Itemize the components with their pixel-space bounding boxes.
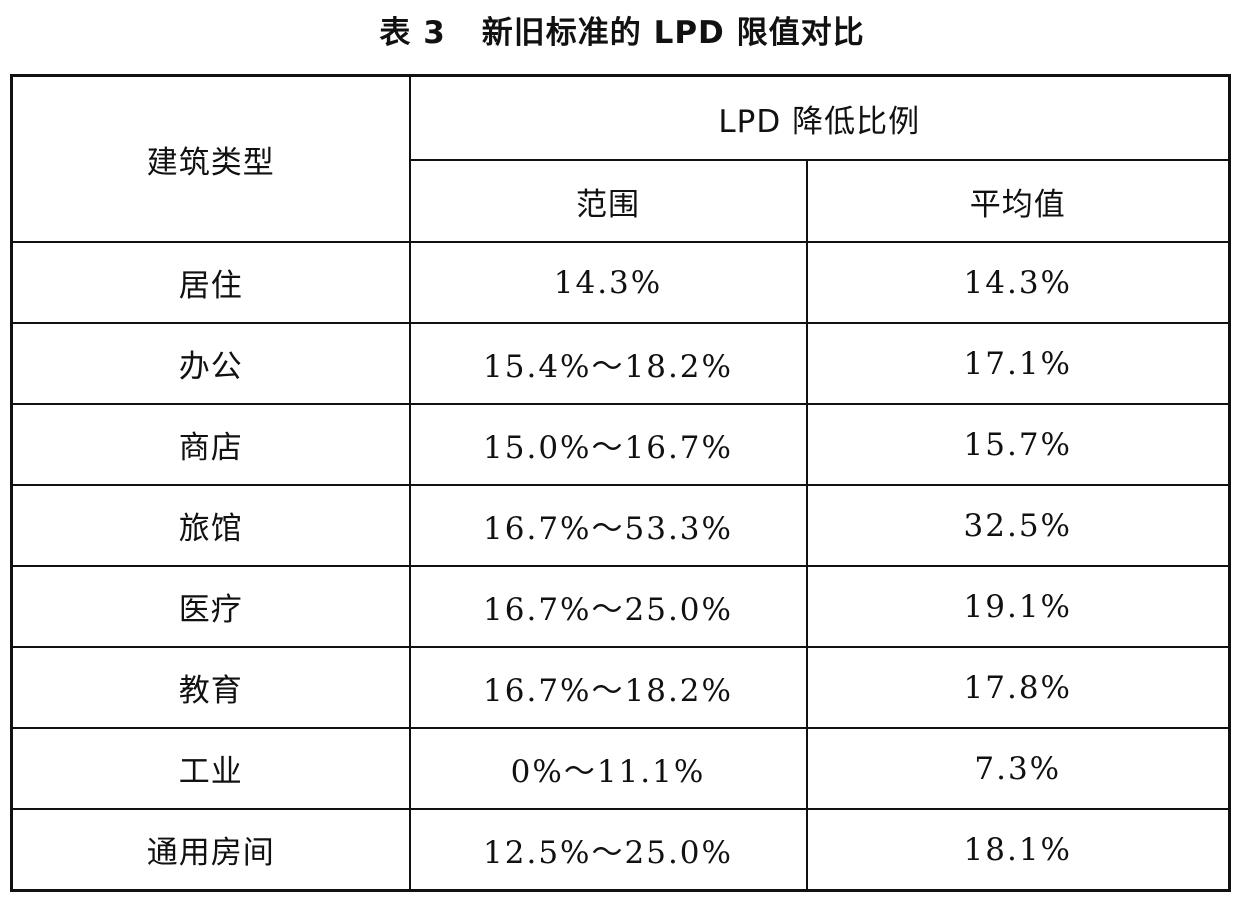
table-number: 表 3 [379,15,446,51]
cell-average: 17.1% [805,322,1231,405]
cell-range: 16.7%～25.0% [408,565,808,648]
table-row: 商店 15.0%～16.7% 15.7% [10,403,1231,486]
cell-building-type: 居住 [10,241,411,324]
cell-average: 18.1% [805,808,1231,892]
cell-average: 7.3% [805,727,1231,810]
table-row: 办公 15.4%～18.2% 17.1% [10,322,1231,405]
table-row: 医疗 16.7%～25.0% 19.1% [10,565,1231,648]
table-row: 居住 14.3% 14.3% [10,241,1231,324]
table-header: 建筑类型 LPD 降低比例 范围 平均值 [10,74,1231,243]
cell-building-type: 旅馆 [10,484,411,567]
table-row: 通用房间 12.5%～25.0% 18.1% [10,808,1231,892]
table-row: 旅馆 16.7%～53.3% 32.5% [10,484,1231,567]
cell-range: 16.7%～18.2% [408,646,808,729]
cell-range: 14.3% [408,241,808,324]
cell-building-type: 医疗 [10,565,411,648]
header-average: 平均值 [805,159,1231,243]
cell-building-type: 商店 [10,403,411,486]
cell-range: 12.5%～25.0% [408,808,808,892]
header-lpd-reduction: LPD 降低比例 [408,74,1231,161]
header-range: 范围 [408,159,808,243]
table-row: 工业 0%～11.1% 7.3% [10,727,1231,810]
cell-average: 15.7% [805,403,1231,486]
cell-building-type: 通用房间 [10,808,411,892]
cell-building-type: 教育 [10,646,411,729]
header-building-type: 建筑类型 [10,74,411,243]
cell-range: 15.4%～18.2% [408,322,808,405]
cell-average: 17.8% [805,646,1231,729]
lpd-comparison-table: 建筑类型 LPD 降低比例 范围 平均值 居住 14.3% 14.3% 办公 1… [10,74,1232,892]
cell-average: 32.5% [805,484,1231,567]
header-row-sub: 范围 平均值 [12,159,1231,243]
cell-range: 0%～11.1% [408,727,808,810]
cell-average: 19.1% [805,565,1231,648]
cell-building-type: 办公 [10,322,411,405]
cell-range: 15.0%～16.7% [408,403,808,486]
header-row-top: 建筑类型 LPD 降低比例 [10,74,1231,243]
cell-building-type: 工业 [10,727,411,810]
table-caption: 表 3 新旧标准的 LPD 限值对比 [0,8,1244,58]
cell-range: 16.7%～53.3% [408,484,808,567]
cell-average: 14.3% [805,241,1231,324]
table-body: 居住 14.3% 14.3% 办公 15.4%～18.2% 17.1% 商店 1… [10,241,1231,892]
table-row: 教育 16.7%～18.2% 17.8% [10,646,1231,729]
table-title: 新旧标准的 LPD 限值对比 [481,15,865,51]
